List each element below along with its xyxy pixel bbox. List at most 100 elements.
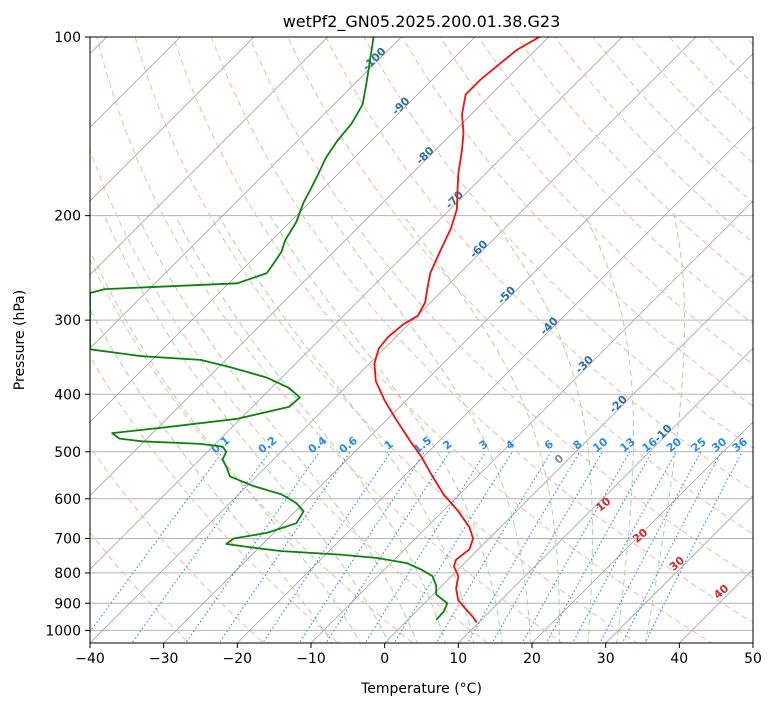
isotherm-grid [0, 10, 753, 655]
moist-adiabat-label: 10 [593, 494, 613, 514]
moist-adiabat-line [137, 215, 418, 643]
sounding-series [90, 37, 540, 624]
dry-adiabat-label: -30 [573, 353, 596, 376]
dewpoint-line [90, 37, 449, 621]
mixing-ratio-label: 0.4 [306, 434, 330, 456]
y-tick-label: 600 [54, 492, 81, 508]
dry-adiabat-line [96, 37, 564, 643]
dry-adiabat-label: -40 [538, 314, 561, 337]
x-tick-label: 40 [670, 651, 688, 667]
mixing-ratio-label: 6 [542, 437, 556, 452]
mixing-ratio-line [393, 451, 513, 643]
y-tick-label: 200 [54, 209, 81, 225]
y-tick-label: 1000 [45, 623, 81, 639]
y-axis-title: Pressure (hPa) [12, 290, 28, 390]
isotherm-line [90, 37, 623, 570]
moist-adiabat-label: 40 [711, 582, 731, 602]
moist-adiabat-line [174, 215, 447, 643]
dry-adiabat-line [439, 37, 753, 366]
y-tick-label: 800 [54, 566, 81, 582]
dry-adiabat-line [363, 37, 753, 449]
moist-adiabat-label: 0 [552, 452, 566, 467]
isotherm-line [90, 37, 697, 643]
mixing-ratio-line [466, 451, 581, 643]
x-axis-title: Temperature (°C) [360, 681, 482, 697]
moist-adiabat-line [90, 249, 362, 643]
dry-adiabat-line [90, 258, 414, 643]
dry-adiabat-line [90, 445, 265, 643]
x-tick-label: −10 [296, 651, 326, 667]
isotherm-line [90, 37, 402, 349]
mixing-ratio-line [545, 451, 653, 643]
mixing-ratio-line [298, 451, 426, 643]
x-tick-label: 30 [597, 651, 615, 667]
dry-adiabat-line [249, 37, 753, 579]
isopleth-labels: 0.1 0.2 0.4 0.6 1 1.5 2 3 4 6 8 10 13 16 20 25 30 36-100-… [209, 45, 750, 602]
dry-adiabat-line [745, 37, 753, 46]
x-tick-label: −40 [75, 651, 105, 667]
dry-adiabat-line [771, 24, 775, 655]
mixing-ratio-label: 1.5 [411, 434, 434, 456]
mixing-ratio-lines [90, 451, 743, 643]
dry-adiabat-label: -20 [607, 393, 630, 416]
isotherm-line [90, 37, 329, 276]
moist-adiabat-line [403, 215, 560, 643]
dry-adiabat-line [90, 531, 190, 643]
x-tick-label: 0 [380, 651, 389, 667]
dry-adiabat-line [172, 37, 713, 643]
mixing-ratio-line [521, 451, 631, 643]
mixing-ratio-line [599, 451, 702, 643]
dry-adiabat-label: -50 [495, 283, 518, 306]
mixing-ratio-line [262, 451, 392, 643]
x-tick-label: −20 [223, 651, 253, 667]
temperature-line [373, 37, 540, 624]
isotherm-line [310, 200, 753, 643]
x-tick-label: 50 [744, 651, 762, 667]
dry-adiabat-line [478, 37, 753, 325]
mixing-ratio-line [218, 451, 351, 643]
moist-adiabat-lines [90, 215, 686, 643]
isotherm-line [605, 495, 753, 643]
mixing-ratio-line [435, 451, 552, 643]
x-tick-label: −30 [149, 651, 179, 667]
isotherm-line [531, 421, 753, 643]
isotherm-line [0, 10, 60, 655]
y-tick-label: 400 [54, 387, 81, 403]
mixing-ratio-line [572, 451, 677, 643]
isotherm-line [90, 37, 476, 423]
mixing-ratio-line [90, 451, 224, 633]
isotherm-line [90, 37, 255, 202]
dry-adiabat-label: -90 [389, 94, 412, 117]
chart-title: wetPf2_GN05.2025.200.01.38.G23 [283, 12, 561, 32]
moist-adiabat-line [330, 215, 532, 643]
isotherm-line [752, 642, 753, 643]
y-tick-label: 700 [54, 532, 81, 548]
x-tick-label: 20 [523, 651, 541, 667]
mixing-ratio-line [131, 451, 271, 643]
isotherm-line [457, 347, 753, 643]
y-tick-label: 100 [54, 30, 81, 46]
dry-adiabat-line [554, 37, 753, 244]
mixing-ratio-line [364, 451, 487, 643]
isotherm-line [384, 274, 753, 643]
dry-adiabat-line [90, 355, 340, 643]
dry-adiabat-label: -60 [467, 237, 490, 260]
dry-adiabat-label: -100 [360, 45, 389, 74]
dry-adiabat-line [210, 37, 753, 624]
isotherm-line [90, 37, 181, 128]
isotherm-line [678, 568, 753, 643]
dry-adiabat-line [706, 37, 753, 85]
isobar-grid [90, 37, 753, 631]
dry-adiabat-line [516, 37, 753, 284]
mixing-ratio-label: 2 [440, 438, 454, 453]
dry-adiabat-label: -70 [443, 188, 466, 211]
dry-adiabat-lines [90, 24, 775, 655]
dry-adiabat-label: -80 [413, 144, 436, 167]
dry-adiabat-line [630, 37, 753, 164]
y-axis: 100 200 300 400 500 600 700 800 900 1000 [45, 30, 90, 639]
isotherm-line [90, 37, 550, 497]
moist-adiabat-line [489, 215, 593, 643]
plot-area: 0.1 0.2 0.4 0.6 1 1.5 2 3 4 6 8 10 13 16 20 25 30 36-100-… [0, 10, 775, 655]
mixing-ratio-line [325, 451, 451, 643]
y-tick-label: 300 [54, 313, 81, 329]
